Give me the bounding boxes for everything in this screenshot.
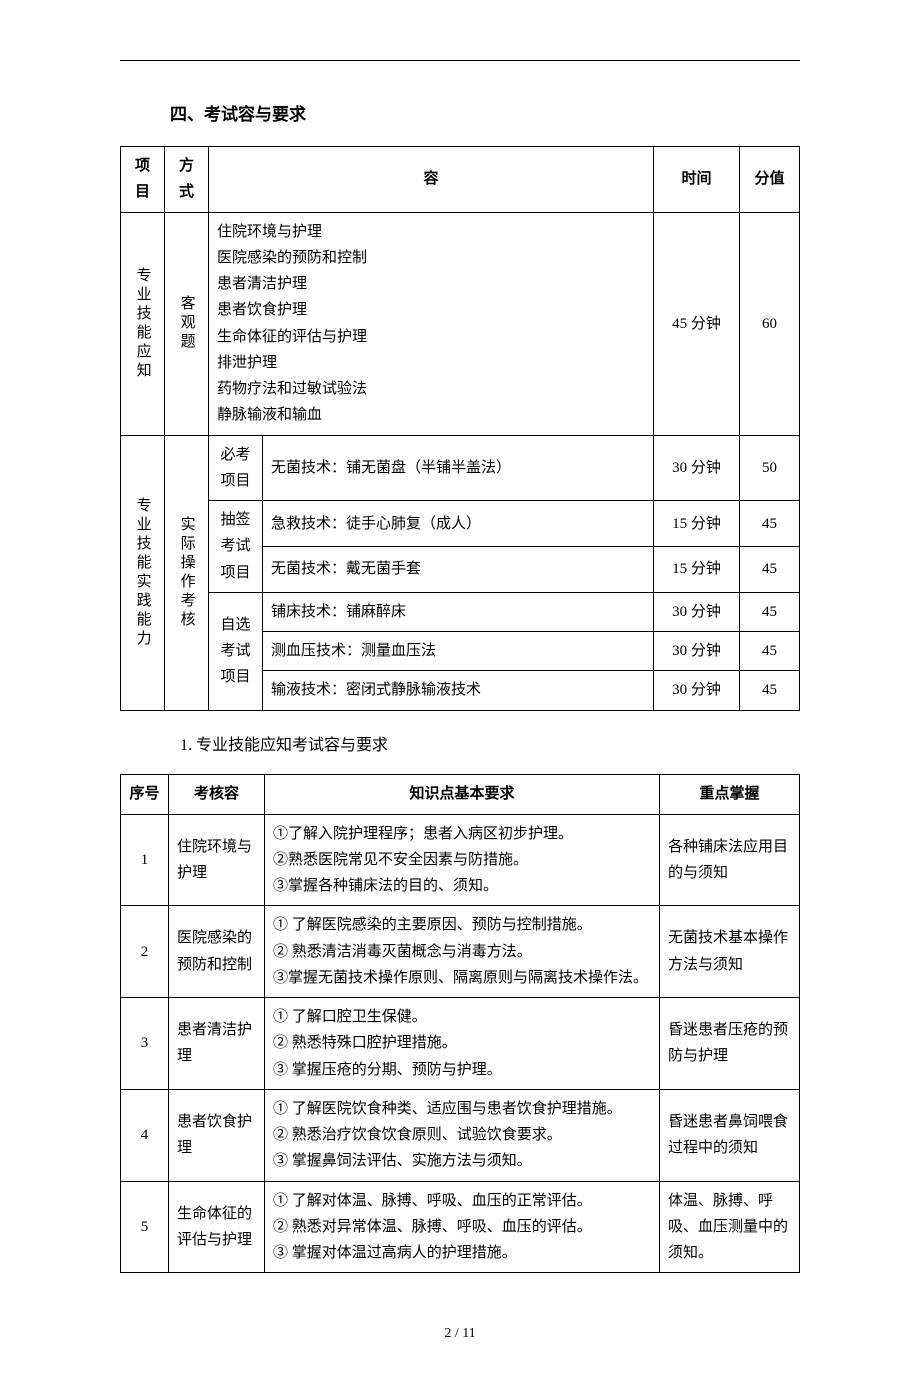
cell-item-score: 45 [740,592,800,631]
section-title: 四、考试容与要求 [170,101,800,128]
table-row: 专业技能实践能力 实际操作考核 必考项目 无菌技术：铺无菌盘（半铺半盖法） 30… [121,435,800,501]
table-row: 2医院感染的预防和控制① 了解医院感染的主要原因、预防与控制措施。 ② 熟悉清洁… [121,906,800,998]
cell-num: 4 [121,1089,169,1181]
cell-topic: 生命体征的评估与护理 [169,1181,265,1273]
table-row: 自选考试项目 铺床技术：铺麻醉床 30 分钟 45 [121,592,800,631]
table-row: 4患者饮食护理① 了解医院饮食种类、适应围与患者饮食护理措施。 ② 熟悉治疗饮食… [121,1089,800,1181]
cell-req: ①了解入院护理程序；患者入病区初步护理。 ②熟悉医院常见不安全因素与防措施。 ③… [265,814,660,906]
table-row: 5生命体征的评估与护理① 了解对体温、脉搏、呼吸、血压的正常评估。 ② 熟悉对异… [121,1181,800,1273]
top-rule [120,60,800,61]
cell-item-content: 急救技术：徒手心肺复（成人） [263,501,654,547]
page-footer: 2 / 11 [120,1323,800,1345]
cell-group-label: 必考项目 [209,435,263,501]
cell-item-content: 无菌技术：戴无菌手套 [263,547,654,593]
cell-project-2: 专业技能实践能力 [121,435,165,710]
cell-method-2: 实际操作考核 [165,435,209,710]
cell-item-score: 45 [740,632,800,671]
cell-req: ① 了解对体温、脉搏、呼吸、血压的正常评估。 ② 熟悉对异常体温、脉搏、呼吸、血… [265,1181,660,1273]
cell-num: 2 [121,906,169,998]
cell-num: 1 [121,814,169,906]
cell-topic: 医院感染的预防和控制 [169,906,265,998]
cell-item-content: 测血压技术：测量血压法 [263,632,654,671]
table-header-row: 项目 方式 容 时间 分值 [121,147,800,213]
cell-req: ① 了解医院感染的主要原因、预防与控制措施。 ② 熟悉清洁消毒灭菌概念与消毒方法… [265,906,660,998]
th-key: 重点掌握 [660,775,800,814]
cell-item-score: 45 [740,671,800,710]
cell-item-score: 50 [740,435,800,501]
cell-score-1: 60 [740,212,800,435]
cell-req: ① 了解口腔卫生保健。 ② 熟悉特殊口腔护理措施。 ③ 掌握压疮的分期、预防与护… [265,998,660,1090]
cell-item-content: 输液技术：密闭式静脉输液技术 [263,671,654,710]
cell-item-time: 30 分钟 [654,671,740,710]
th-time: 时间 [654,147,740,213]
th-content: 容 [209,147,654,213]
cell-topic: 患者清洁护理 [169,998,265,1090]
cell-item-score: 45 [740,547,800,593]
table-row: 抽签考试项目 急救技术：徒手心肺复（成人） 15 分钟 45 [121,501,800,547]
subsection-title: 1. 专业技能应知考试容与要求 [180,733,800,759]
cell-key: 体温、脉搏、呼吸、血压测量中的须知。 [660,1181,800,1273]
knowledge-table: 序号 考核容 知识点基本要求 重点掌握 1住院环境与护理①了解入院护理程序；患者… [120,774,800,1273]
cell-key: 无菌技术基本操作方法与须知 [660,906,800,998]
th-score: 分值 [740,147,800,213]
cell-topic: 患者饮食护理 [169,1089,265,1181]
cell-num: 5 [121,1181,169,1273]
cell-item-time: 15 分钟 [654,547,740,593]
table-row: 3患者清洁护理① 了解口腔卫生保健。 ② 熟悉特殊口腔护理措施。 ③ 掌握压疮的… [121,998,800,1090]
cell-item-time: 15 分钟 [654,501,740,547]
exam-structure-table: 项目 方式 容 时间 分值 专业技能应知 客观题 住院环境与护理 医院感染的预防… [120,146,800,711]
cell-key: 昏迷患者鼻饲喂食过程中的须知 [660,1089,800,1181]
table-row: 1住院环境与护理①了解入院护理程序；患者入病区初步护理。 ②熟悉医院常见不安全因… [121,814,800,906]
th-project: 项目 [121,147,165,213]
th-topic: 考核容 [169,775,265,814]
cell-num: 3 [121,998,169,1090]
table-header-row: 序号 考核容 知识点基本要求 重点掌握 [121,775,800,814]
cell-time-1: 45 分钟 [654,212,740,435]
cell-req: ① 了解医院饮食种类、适应围与患者饮食护理措施。 ② 熟悉治疗饮食饮食原则、试验… [265,1089,660,1181]
cell-key: 各种铺床法应用目的与须知 [660,814,800,906]
cell-item-content: 无菌技术：铺无菌盘（半铺半盖法） [263,435,654,501]
cell-method-1: 客观题 [165,212,209,435]
th-req: 知识点基本要求 [265,775,660,814]
cell-item-time: 30 分钟 [654,592,740,631]
cell-topic: 住院环境与护理 [169,814,265,906]
cell-content-1: 住院环境与护理 医院感染的预防和控制 患者清洁护理 患者饮食护理 生命体征的评估… [209,212,654,435]
cell-item-content: 铺床技术：铺麻醉床 [263,592,654,631]
table-row: 专业技能应知 客观题 住院环境与护理 医院感染的预防和控制 患者清洁护理 患者饮… [121,212,800,435]
cell-group-label: 自选考试项目 [209,592,263,710]
cell-item-time: 30 分钟 [654,435,740,501]
th-num: 序号 [121,775,169,814]
cell-key: 昏迷患者压疮的预防与护理 [660,998,800,1090]
th-method: 方式 [165,147,209,213]
cell-item-score: 45 [740,501,800,547]
cell-item-time: 30 分钟 [654,632,740,671]
cell-group-label: 抽签考试项目 [209,501,263,593]
cell-project-1: 专业技能应知 [121,212,165,435]
